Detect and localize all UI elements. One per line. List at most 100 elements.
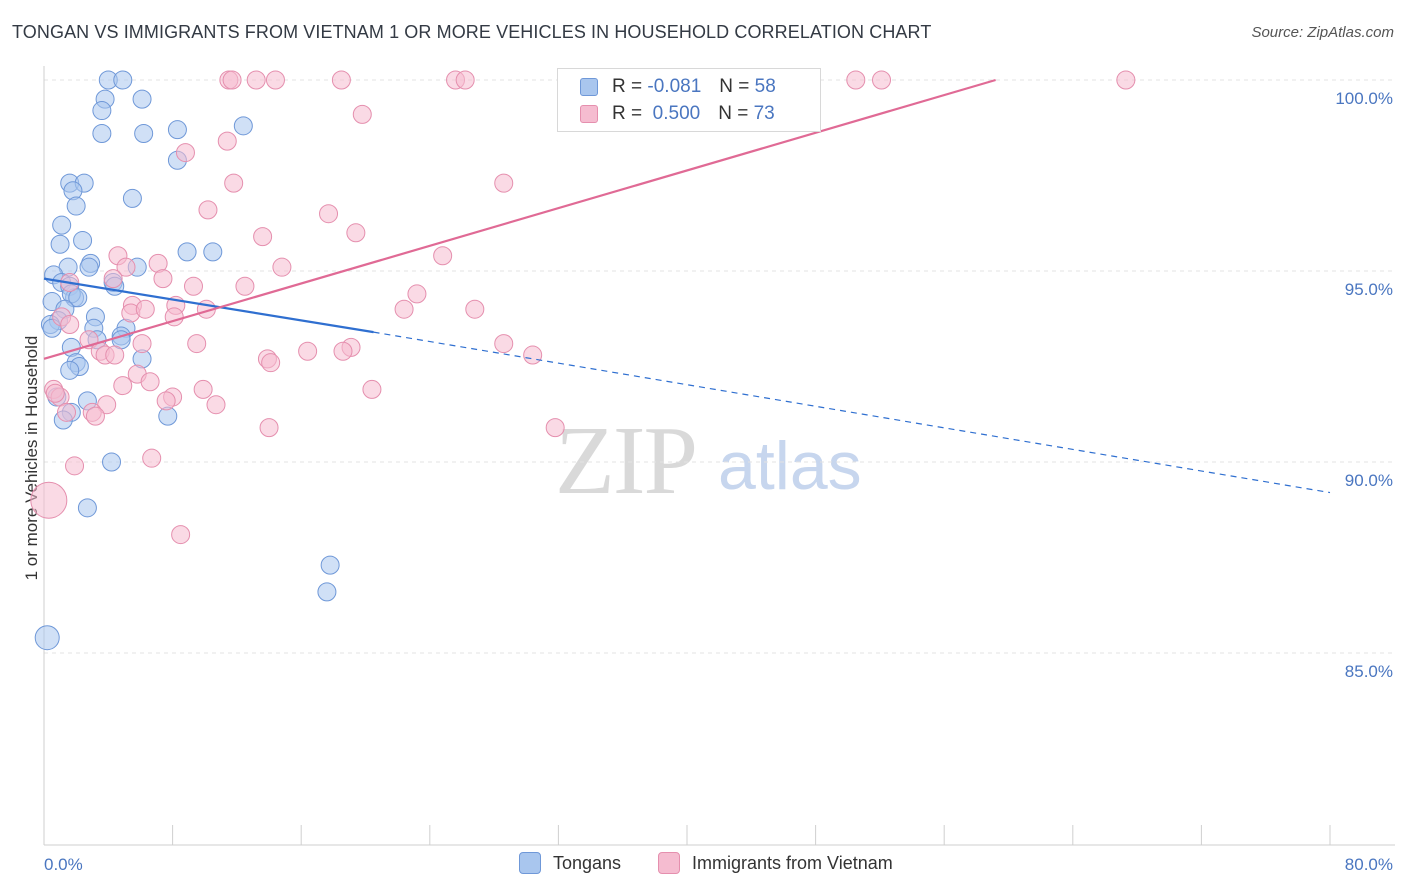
vietnam-point <box>253 227 273 247</box>
vietnam-point <box>156 391 176 411</box>
legend-n-value-tongans: 58 <box>754 76 776 97</box>
vietnam-point <box>1116 70 1136 90</box>
vietnam-point <box>198 200 218 220</box>
legend-r-value-vietnam: 0.500 <box>652 103 701 124</box>
y-tick-label: 95.0% <box>1345 280 1393 299</box>
vietnam-point <box>298 341 318 361</box>
legend-row-vietnam: R = 0.500 N = 73 <box>580 101 775 127</box>
legend-key-vietnam <box>658 852 680 874</box>
vietnam-point <box>135 299 155 319</box>
vietnam-point <box>140 372 160 392</box>
vietnam-point <box>175 143 195 163</box>
vietnam-point <box>846 70 866 90</box>
tongans-point <box>73 230 93 250</box>
vietnam-point <box>60 314 80 334</box>
legend-swatch-vietnam <box>580 105 598 123</box>
vietnam-point <box>523 345 543 365</box>
tongans-point <box>52 215 72 235</box>
vietnam-point <box>331 70 351 90</box>
vietnam-point <box>333 341 353 361</box>
vietnam-point <box>193 379 213 399</box>
axes <box>43 66 1395 846</box>
vietnam-point <box>142 448 162 468</box>
y-tick-label: 85.0% <box>1345 662 1393 681</box>
legend-row-tongans: R = -0.081 N = 58 <box>580 74 776 100</box>
series-legend: Tongans Immigrants from Vietnam <box>0 852 1406 878</box>
vietnam-point <box>30 481 68 519</box>
vietnam-point <box>265 70 285 90</box>
tongans-point <box>66 196 86 216</box>
legend-item-tongans[interactable]: Tongans <box>519 852 621 874</box>
vietnam-point <box>346 223 366 243</box>
vietnam-point <box>319 204 339 224</box>
vietnam-point <box>235 276 255 296</box>
vietnam-point <box>132 334 152 354</box>
tongans-point <box>177 242 197 262</box>
vietnam-point <box>494 173 514 193</box>
y-tick-label: 90.0% <box>1345 471 1393 490</box>
legend-label-tongans: Tongans <box>553 852 622 873</box>
vietnam-point <box>362 379 382 399</box>
vietnam-point <box>65 456 85 476</box>
tongans-point <box>102 452 122 472</box>
legend-n-value-vietnam: 73 <box>753 103 775 124</box>
vietnam-point <box>872 70 892 90</box>
tongans-trend-line <box>43 277 374 334</box>
trend-lines <box>43 78 1331 494</box>
vietnam-points <box>30 70 1136 545</box>
vietnam-point <box>455 70 475 90</box>
vietnam-point <box>85 406 105 426</box>
gridlines <box>44 79 1395 654</box>
tongans-point <box>317 582 337 602</box>
tongans-point <box>233 116 253 136</box>
vietnam-point <box>465 299 485 319</box>
legend-r-label: R = <box>612 103 643 124</box>
vietnam-point <box>105 345 125 365</box>
tongans-point <box>77 498 97 518</box>
tongans-point <box>92 123 112 143</box>
vietnam-point <box>153 269 173 289</box>
tongans-point <box>132 89 152 109</box>
tongans-point <box>122 188 142 208</box>
vietnam-point <box>261 353 281 373</box>
watermark-zip: ZIP <box>555 407 698 515</box>
tongans-point <box>79 257 99 277</box>
vietnam-point <box>394 299 414 319</box>
tongans-point <box>92 101 112 121</box>
watermark-atlas: atlas <box>718 428 862 504</box>
tongans-trend-extension <box>373 331 1331 494</box>
y-tick-label: 100.0% <box>1335 89 1393 108</box>
legend-item-vietnam[interactable]: Immigrants from Vietnam <box>658 852 893 874</box>
vietnam-point <box>407 284 427 304</box>
tongans-point <box>34 625 60 651</box>
vietnam-point <box>494 334 514 354</box>
vietnam-point <box>45 383 65 403</box>
vietnam-point <box>217 131 237 151</box>
stats-legend: R = -0.081 N = 58 R = 0.500 N = 73 <box>557 68 821 132</box>
vietnam-point <box>206 395 226 415</box>
vietnam-point <box>222 70 242 90</box>
vietnam-point <box>246 70 266 90</box>
x-tick-label-min: 0.0% <box>44 855 83 874</box>
vietnam-point <box>171 525 191 545</box>
chart-title: TONGAN VS IMMIGRANTS FROM VIETNAM 1 OR M… <box>12 22 932 42</box>
legend-key-tongans <box>519 852 541 874</box>
vietnam-point <box>116 257 136 277</box>
tongans-point <box>203 242 223 262</box>
tongans-point <box>320 555 340 575</box>
x-tick-label-max: 80.0% <box>1345 855 1393 874</box>
legend-r-value-tongans: -0.081 <box>647 76 702 97</box>
tongans-point <box>167 120 187 140</box>
vietnam-point <box>57 402 77 422</box>
vietnam-point <box>545 418 565 438</box>
vietnam-point <box>433 246 453 266</box>
legend-r-label: R = <box>612 76 643 97</box>
tongans-point <box>134 123 154 143</box>
vietnam-point <box>259 418 279 438</box>
vietnam-point <box>187 334 207 354</box>
vietnam-point <box>272 257 292 277</box>
tongans-point <box>60 360 80 380</box>
tongans-point <box>113 70 133 90</box>
vietnam-point <box>224 173 244 193</box>
